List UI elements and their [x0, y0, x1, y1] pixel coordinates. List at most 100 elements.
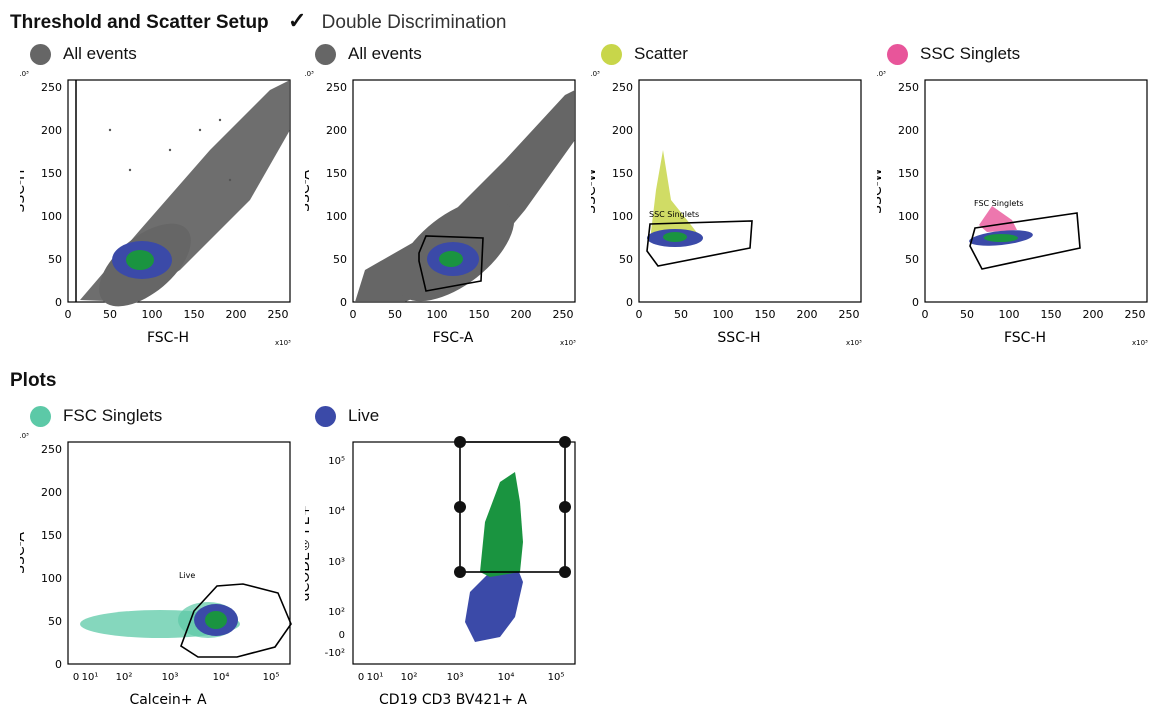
svg-text:50: 50	[103, 308, 117, 321]
plot-title: Live	[315, 404, 379, 428]
plot-panel-scatter[interactable]: Scatter x10³ x10³ SSC Singlets 0 50 100 15…	[583, 42, 871, 360]
gate-label: Live	[179, 571, 195, 580]
x-axis-ticks: 0 50 100 150 200 250	[65, 308, 289, 321]
scatter-events	[80, 80, 290, 307]
svg-text:0: 0	[73, 672, 79, 683]
svg-text:150: 150	[469, 308, 490, 321]
check-icon: ✓	[287, 8, 307, 33]
fsc-singlets-gate[interactable]	[969, 212, 1081, 270]
svg-text:10⁴: 10⁴	[213, 672, 230, 683]
svg-text:0: 0	[340, 296, 347, 309]
svg-text:100: 100	[898, 210, 919, 223]
svg-text:200: 200	[612, 124, 633, 137]
axis-multiplier: x10³	[591, 70, 600, 78]
x-axis-ticks: 0 50 100 150 200 250	[350, 308, 574, 321]
plot-frame	[924, 79, 1148, 303]
x-axis-label: FSC-H	[1004, 330, 1046, 346]
svg-text:0: 0	[65, 308, 72, 321]
section-title-setup: Threshold and Scatter Setup ✓ Double Dis…	[10, 8, 506, 34]
axis-multiplier-x: x10³	[846, 339, 862, 347]
svg-text:50: 50	[960, 308, 974, 321]
population-color-dot	[315, 43, 336, 65]
svg-text:10²: 10²	[328, 607, 345, 618]
x-axis-ticks: 0 10¹ 10² 10³ 10⁴ 10⁵	[358, 672, 565, 683]
svg-text:150: 150	[184, 308, 205, 321]
svg-text:10³: 10³	[328, 557, 345, 568]
svg-text:250: 250	[1125, 308, 1146, 321]
plot-title-label: FSC Singlets	[63, 406, 163, 425]
scatter-events	[465, 472, 523, 642]
svg-text:200: 200	[898, 124, 919, 137]
svg-text:-10²: -10²	[325, 648, 345, 659]
svg-text:150: 150	[755, 308, 776, 321]
svg-text:10⁴: 10⁴	[498, 672, 515, 683]
live-cluster-core	[439, 251, 463, 267]
svg-text:250: 250	[553, 308, 574, 321]
svg-text:100: 100	[41, 210, 62, 223]
svg-text:100: 100	[41, 572, 62, 585]
plot-title-label: SSC Singlets	[920, 44, 1021, 63]
live-cluster-core	[663, 232, 687, 242]
live-cluster-core	[205, 611, 227, 629]
x-axis-ticks: 0 50 100 150 200 250	[636, 308, 860, 321]
y-axis-label: SSC-A	[20, 532, 28, 574]
svg-text:100: 100	[612, 210, 633, 223]
svg-text:0: 0	[350, 308, 357, 321]
x-axis-label: FSC-A	[433, 330, 474, 346]
svg-text:150: 150	[612, 167, 633, 180]
svg-text:250: 250	[839, 308, 860, 321]
y-axis-label: dCODE® PE+	[305, 505, 313, 602]
plot-area[interactable]: x10³ x10³ 0 50 100 150 200 250 0 50 100 150 200…	[12, 70, 300, 360]
plot-panel-all-events-fsca[interactable]: All events x10³ x10³ 0 50 100 150 200 250 0 5…	[297, 42, 585, 360]
plot-title-label: All events	[63, 44, 137, 63]
svg-text:0: 0	[912, 296, 919, 309]
plot-area[interactable]: x10³ x10³ 0 50 100 150 200 250 0 50 100 150 200…	[297, 70, 585, 360]
pe-positive-gate[interactable]	[454, 436, 571, 578]
section-title-plots: Plots	[10, 370, 56, 392]
population-color-dot	[30, 405, 51, 427]
plot-frame	[638, 79, 862, 303]
svg-text:10²: 10²	[401, 672, 418, 683]
svg-text:150: 150	[326, 167, 347, 180]
svg-text:50: 50	[905, 253, 919, 266]
scatter-gate[interactable]	[418, 235, 484, 292]
svg-text:100: 100	[999, 308, 1020, 321]
gate-label: FSC Singlets	[974, 199, 1024, 208]
svg-text:100: 100	[427, 308, 448, 321]
x-axis-label: FSC-H	[147, 330, 189, 346]
plot-panel-ssc-singlets[interactable]: SSC Singlets x10³ x10³ FSC Singlets 0 50 1…	[869, 42, 1157, 360]
axis-multiplier: x10³	[20, 432, 29, 440]
axis-multiplier-x: x10³	[560, 339, 576, 347]
svg-text:250: 250	[612, 81, 633, 94]
plot-panel-all-events-fsch[interactable]: All events x10³ x10³ 0 50 100 150 200 250 0 5…	[12, 42, 300, 360]
svg-text:50: 50	[333, 253, 347, 266]
scatter-events	[355, 90, 575, 302]
svg-text:10⁵: 10⁵	[328, 456, 345, 467]
svg-text:200: 200	[326, 124, 347, 137]
svg-text:10³: 10³	[162, 672, 179, 683]
y-axis-ticks: 0 50 100 150 200 250	[41, 81, 62, 309]
live-gate[interactable]	[180, 583, 292, 658]
svg-text:10⁵: 10⁵	[263, 672, 280, 683]
axis-multiplier-x: x10³	[275, 339, 291, 347]
svg-text:200: 200	[41, 124, 62, 137]
svg-text:50: 50	[619, 253, 633, 266]
plot-title: Scatter	[601, 42, 688, 66]
svg-text:50: 50	[48, 253, 62, 266]
plot-panel-live[interactable]: Live 10⁵ 10⁴ 10³ 10² 0 -10² 0 10¹ 10² 10³ 10⁴ 10…	[297, 404, 585, 712]
svg-text:100: 100	[326, 210, 347, 223]
y-axis-ticks: 0 50 100 150 200 250	[898, 81, 919, 309]
svg-text:10³: 10³	[447, 672, 464, 683]
svg-text:200: 200	[1083, 308, 1104, 321]
svg-text:200: 200	[226, 308, 247, 321]
plot-title-label: Scatter	[634, 44, 688, 63]
section-title-text: Plots	[10, 370, 57, 391]
section-title-text: Threshold and Scatter Setup	[10, 12, 269, 33]
ssc-singlets-gate[interactable]	[646, 220, 753, 267]
svg-text:0: 0	[636, 308, 643, 321]
